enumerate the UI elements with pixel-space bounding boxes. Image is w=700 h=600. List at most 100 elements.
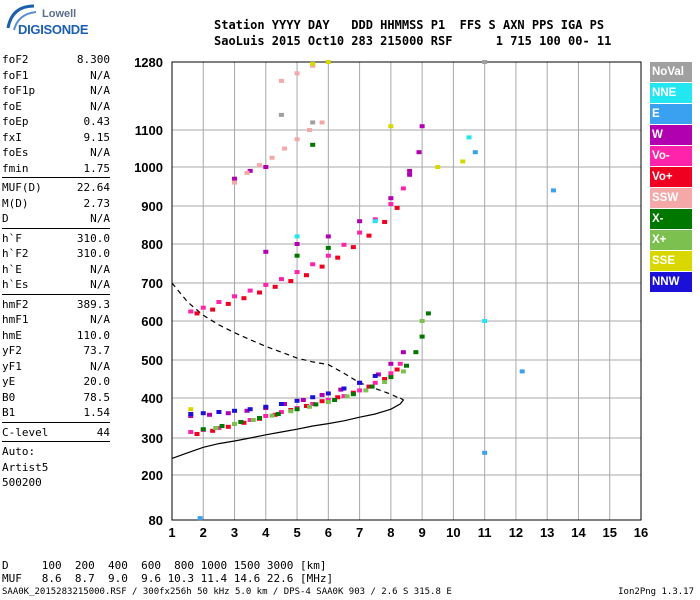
- param-name: fxI: [2, 130, 22, 144]
- param-name: h`Es: [2, 278, 29, 291]
- echo-point-nne: [372, 219, 378, 224]
- echo-point-voplus: [319, 399, 325, 404]
- echo-point-xplus: [288, 409, 294, 414]
- echo-point-vominus: [216, 426, 222, 430]
- param-row: M(D) 2.73: [2, 196, 110, 212]
- x-tick-label: 3: [231, 525, 238, 540]
- param-row: foF2 8.300: [2, 52, 110, 68]
- echo-point-voplus: [241, 296, 247, 301]
- echo-point-nnw: [310, 395, 316, 400]
- y-tick-label: 300: [141, 431, 163, 446]
- echo-point-w: [388, 361, 394, 366]
- echo-point-vominus: [294, 270, 300, 275]
- echo-point-w: [400, 350, 406, 355]
- echo-point-ssw: [282, 146, 288, 151]
- echo-point-sse: [188, 407, 194, 412]
- echo-point-vominus: [278, 277, 284, 282]
- echo-point-vominus: [188, 309, 194, 314]
- legend-item-nnw: NNW: [650, 272, 692, 292]
- echo-point-vominus: [341, 242, 347, 247]
- param-row: Auto:: [2, 444, 110, 460]
- param-row: foF1 N/A: [2, 68, 110, 84]
- echo-point-vominus: [200, 305, 206, 310]
- legend-item-ssw: SSW: [650, 188, 692, 208]
- echo-point-xminus: [294, 253, 300, 258]
- echo-point-w: [419, 124, 425, 129]
- header-labels: Station YYYY DAY DDD HHMMSS P1 FFS S AXN…: [214, 18, 605, 32]
- echo-point-voplus: [382, 377, 388, 381]
- echo-point-xminus: [310, 142, 316, 147]
- param-row: yE 20.0: [2, 374, 110, 390]
- param-name: foE: [2, 99, 22, 113]
- logo-line2: DIGISONDE: [18, 22, 89, 37]
- param-value: 389.3: [76, 297, 110, 311]
- echo-point-noval: [482, 60, 488, 64]
- footer-version: Ion2Png 1.3.17: [618, 587, 694, 597]
- echo-point-vominus: [232, 294, 238, 299]
- param-value: N/A: [90, 84, 110, 97]
- echo-point-w: [263, 165, 269, 169]
- param-value: 78.5: [83, 390, 111, 404]
- echo-point-ssw: [307, 128, 313, 132]
- echo-point-xplus: [307, 404, 313, 409]
- echo-point-w: [319, 392, 325, 397]
- echo-point-voplus: [350, 245, 356, 250]
- param-value: 9.15: [83, 130, 111, 144]
- legend-item-vominus: Vo-: [650, 146, 692, 166]
- echo-point-voplus: [225, 301, 231, 306]
- echo-point-noval: [310, 120, 316, 125]
- echo-point-vominus: [388, 202, 394, 207]
- param-row: B0 78.5: [2, 390, 110, 406]
- legend-item-e: E: [650, 104, 692, 124]
- param-value: N/A: [90, 212, 110, 225]
- param-value: 22.64: [76, 181, 110, 194]
- parameter-panel: foF2 8.300 foF1 N/A foF1p N/A foE N/A foEp 0.43 fx…: [2, 52, 110, 491]
- y-tick-label: 600: [141, 314, 163, 329]
- legend-item-w: W: [650, 125, 692, 145]
- echo-point-xminus: [332, 398, 338, 402]
- echo-point-ssw: [294, 71, 300, 76]
- echo-point-voplus: [382, 219, 388, 224]
- echo-point-sse: [460, 159, 466, 164]
- param-row: D N/A: [2, 211, 110, 227]
- echo-point-voplus: [194, 311, 200, 316]
- echo-point-sse: [325, 60, 331, 64]
- param-value: N/A: [90, 99, 110, 113]
- logo-swoosh-icon: [6, 4, 37, 31]
- echo-point-nne: [294, 234, 300, 239]
- echo-point-xplus: [363, 388, 369, 393]
- y-tick-label: 1000: [134, 160, 163, 175]
- dashed-profile-line: [171, 282, 401, 400]
- y-tick-label: 1100: [135, 123, 163, 138]
- echo-point-vominus: [400, 186, 406, 191]
- param-row: h`Es N/A: [2, 277, 110, 293]
- param-name: D: [2, 212, 9, 225]
- echo-point-voplus: [210, 307, 216, 312]
- echo-point-e: [472, 150, 478, 155]
- echo-point-ssw: [269, 155, 275, 160]
- echo-point-nnw: [263, 404, 269, 409]
- echo-point-xplus: [269, 413, 275, 418]
- legend-item-xplus: X+: [650, 230, 692, 250]
- echo-point-nnw: [357, 380, 363, 385]
- echo-point-xminus: [313, 402, 319, 407]
- echo-point-w: [407, 172, 413, 177]
- param-row: fxI 9.15: [2, 130, 110, 146]
- param-row: hmE 110.0: [2, 328, 110, 344]
- echo-point-noval: [278, 112, 284, 117]
- param-row: h`F2 310.0: [2, 246, 110, 262]
- echo-point-vominus: [247, 288, 253, 293]
- echo-point-xplus: [344, 394, 350, 399]
- echo-point-xminus: [294, 407, 300, 412]
- echo-point-vominus: [372, 380, 378, 385]
- echo-point-w: [300, 398, 306, 402]
- param-value: 8.300: [76, 53, 110, 66]
- echo-point-voplus: [394, 367, 400, 372]
- echo-point-vominus: [357, 388, 363, 393]
- echo-point-xminus: [388, 375, 394, 380]
- echo-point-xminus: [219, 424, 225, 428]
- echo-point-w: [225, 411, 231, 416]
- echo-point-vominus: [310, 402, 316, 406]
- echo-point-nnw: [232, 408, 238, 413]
